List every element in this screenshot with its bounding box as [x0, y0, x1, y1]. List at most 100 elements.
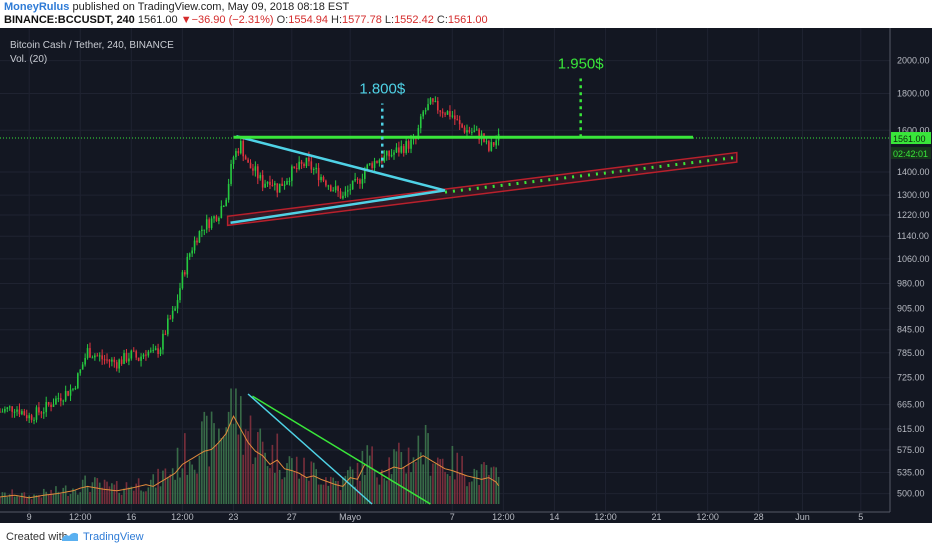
candle-body — [191, 250, 193, 254]
volume-bar — [213, 423, 215, 504]
chart-area[interactable]: 1.800$ 1.950$ 2000.00 1800.00 1600.00 1400.00… — [0, 28, 932, 523]
candle-body — [317, 167, 320, 181]
price-chart[interactable]: 1.800$ 1.950$ 2000.00 1800.00 1600.00 1400.00… — [0, 28, 932, 523]
volume-bar — [342, 477, 344, 504]
volume-bar — [308, 480, 310, 504]
volume-bar — [381, 469, 383, 504]
current-price-badge-label: 1561.00 — [893, 134, 926, 144]
volume-bar — [271, 444, 274, 504]
volume-bar — [69, 493, 72, 504]
y-tick-label: 1220.00 — [897, 210, 930, 220]
candle-body — [376, 161, 378, 163]
x-tick-label: 12:00 — [696, 512, 719, 522]
volume-bar — [64, 485, 67, 504]
candle-body — [266, 181, 269, 184]
candle-body — [490, 142, 493, 151]
low-value: 1552.42 — [394, 14, 434, 26]
volume-bar — [298, 478, 300, 504]
candle-body — [106, 359, 108, 361]
volume-bars — [0, 388, 500, 504]
candle-body — [393, 152, 395, 155]
volume-bar — [415, 461, 417, 504]
volume-bar — [300, 474, 303, 504]
candle-body — [179, 288, 181, 301]
candle-body — [18, 409, 21, 415]
volume-bar — [6, 496, 9, 504]
chart-background — [0, 28, 932, 523]
author-link[interactable]: MoneyRulus — [4, 1, 70, 13]
candle-body — [373, 161, 376, 168]
candle-body — [291, 166, 293, 181]
candle-body — [4, 408, 6, 412]
volume-bar — [454, 479, 456, 504]
candle-body — [402, 146, 405, 153]
volume-bar — [446, 474, 449, 504]
candle-body — [123, 353, 125, 364]
channel-projection — [444, 155, 737, 194]
volume-bar — [427, 433, 429, 504]
candle-body — [215, 216, 218, 222]
candle-body — [315, 167, 317, 170]
tradingview-brand-link[interactable]: TradingView — [83, 531, 144, 543]
volume-bar — [171, 468, 174, 504]
candle-body — [8, 406, 11, 408]
volume-bar — [346, 470, 349, 504]
volume-bar — [103, 479, 106, 504]
candle-body — [298, 161, 300, 169]
volume-bar — [315, 469, 317, 504]
candle-body — [184, 272, 186, 275]
volume-bar — [115, 481, 118, 504]
volume-bar — [239, 396, 242, 504]
candle-body — [227, 183, 230, 200]
volume-bar — [237, 434, 240, 504]
volume-bar — [471, 481, 473, 504]
volume-bar — [371, 446, 373, 504]
volume-bar — [106, 481, 108, 504]
current-price-badge — [891, 132, 931, 145]
volume-bar — [325, 477, 327, 504]
volume-bar — [259, 428, 262, 504]
volume-trendline — [252, 395, 431, 505]
candle-body — [388, 150, 390, 157]
y-tick-label: 500.00 — [897, 489, 925, 499]
volume-bar — [52, 493, 55, 504]
volume-bar — [77, 494, 79, 504]
target-label: 1.800$ — [359, 81, 406, 98]
candle-body — [488, 141, 490, 151]
volume-bar — [388, 457, 390, 504]
candle-body — [193, 240, 196, 251]
volume-bar — [488, 474, 490, 504]
candle-body — [174, 308, 176, 311]
volume-bar — [38, 495, 40, 504]
candle-body — [410, 139, 412, 149]
volume-bar — [210, 411, 213, 504]
created-with-label: Created with — [6, 531, 68, 543]
volume-bar — [23, 492, 26, 504]
volume-bar — [147, 487, 150, 504]
candle-body — [466, 130, 468, 133]
volume-bar — [125, 482, 128, 504]
candle-body — [364, 170, 366, 179]
candle-body — [59, 398, 62, 401]
candle-body — [38, 407, 40, 413]
volume-bar — [444, 471, 446, 504]
x-tick-label: 21 — [652, 512, 662, 522]
volume-bar — [25, 498, 28, 504]
volume-bar — [247, 431, 249, 504]
candle-body — [349, 189, 352, 191]
candle-body — [111, 359, 113, 362]
candle-body — [42, 412, 45, 414]
candle-body — [145, 354, 147, 356]
y-tick-label: 2000.00 — [897, 56, 930, 66]
candle-body — [400, 146, 403, 153]
candle-body — [471, 131, 473, 133]
candle-body — [264, 183, 266, 188]
volume-bar — [196, 473, 198, 504]
candle-body — [77, 373, 79, 389]
volume-bar — [261, 441, 264, 504]
low-label: L: — [384, 14, 395, 26]
candle-body — [432, 98, 434, 102]
volume-bar — [398, 442, 400, 504]
candle-body — [303, 163, 305, 167]
volume-bar — [8, 494, 11, 504]
